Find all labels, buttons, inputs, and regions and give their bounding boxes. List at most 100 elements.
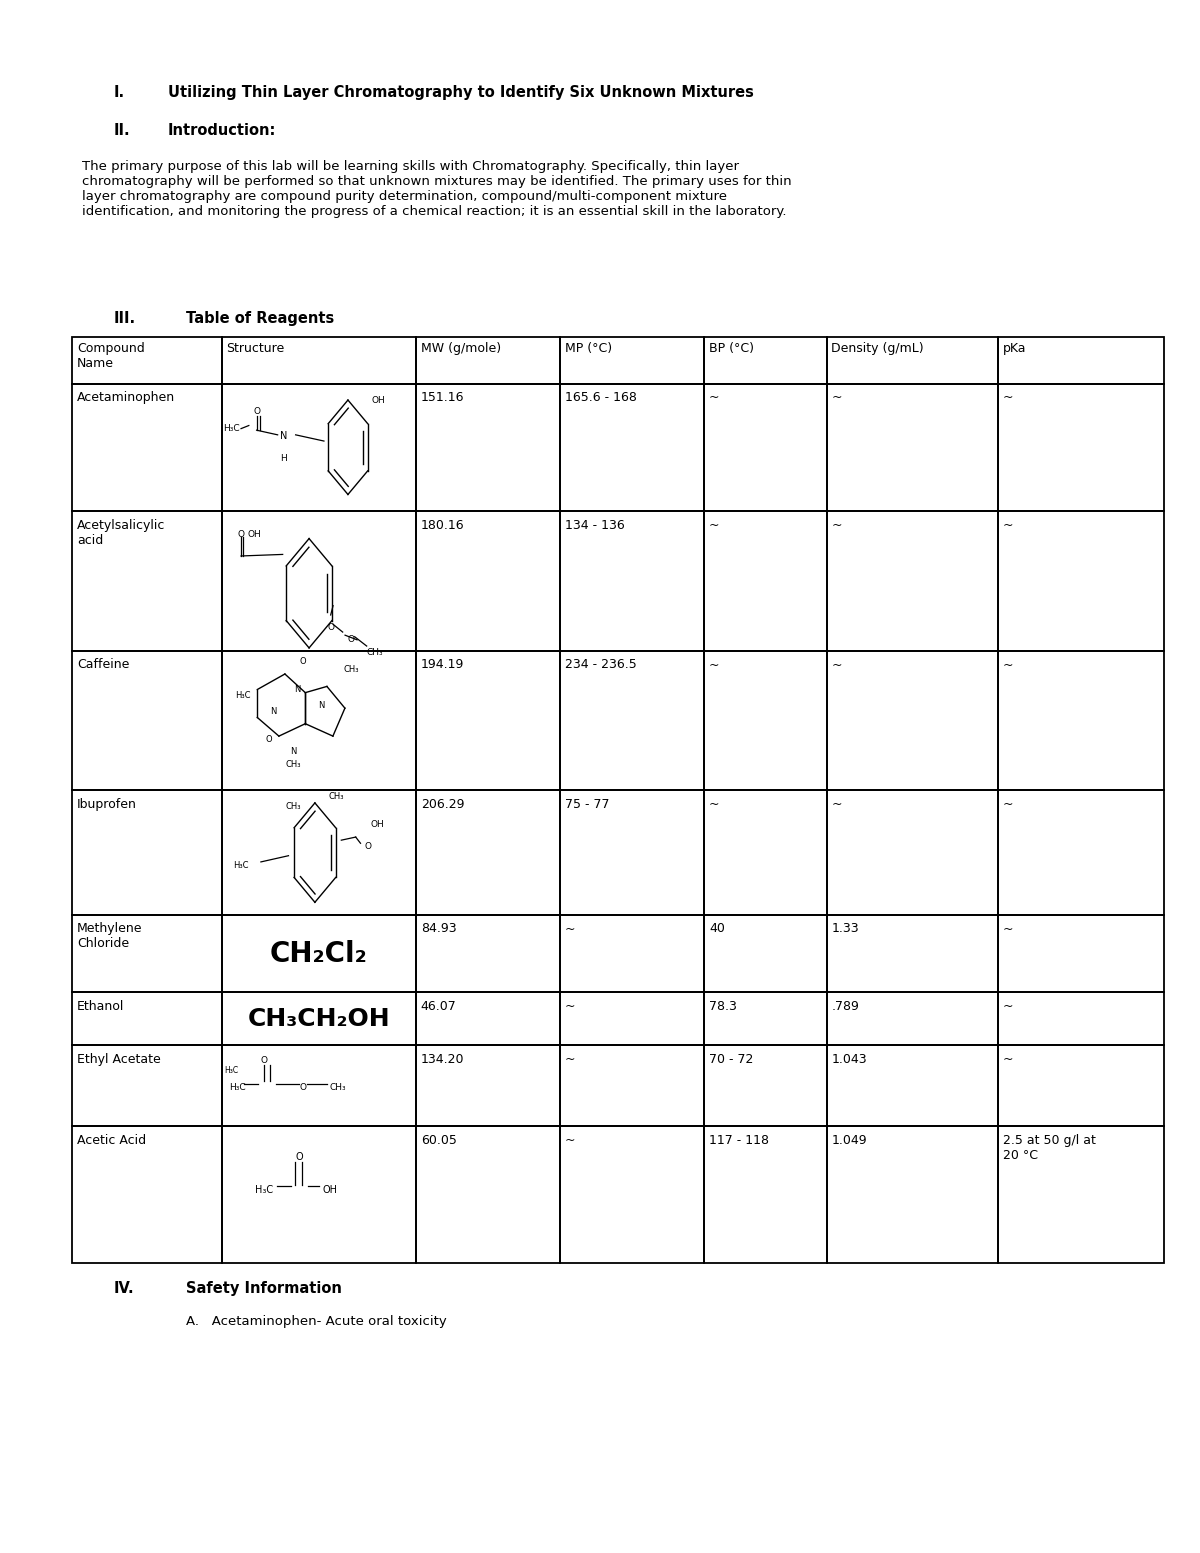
- Bar: [222, 384, 416, 511]
- Bar: [72, 992, 222, 1045]
- Text: ~: ~: [565, 1000, 576, 1013]
- Text: 234 - 236.5: 234 - 236.5: [565, 658, 637, 671]
- Text: H₃C: H₃C: [229, 1082, 246, 1092]
- Bar: [222, 992, 416, 1045]
- Text: ~: ~: [832, 798, 842, 811]
- Text: O: O: [348, 635, 354, 644]
- Bar: [998, 915, 1164, 992]
- Bar: [827, 384, 998, 511]
- Text: IV.: IV.: [114, 1281, 134, 1297]
- Bar: [416, 651, 560, 790]
- Bar: [704, 384, 827, 511]
- Text: 1.043: 1.043: [832, 1053, 866, 1065]
- Text: H₃C: H₃C: [256, 1185, 274, 1194]
- Bar: [704, 1126, 827, 1263]
- Text: 1.049: 1.049: [832, 1134, 866, 1146]
- Text: O: O: [266, 735, 272, 744]
- Text: 151.16: 151.16: [421, 391, 464, 404]
- Bar: [560, 1126, 704, 1263]
- Text: Acetic Acid: Acetic Acid: [77, 1134, 146, 1146]
- Text: N: N: [290, 747, 296, 756]
- Bar: [72, 511, 222, 651]
- Bar: [998, 1045, 1164, 1126]
- Text: ~: ~: [1003, 798, 1013, 811]
- Text: CH₃: CH₃: [367, 648, 383, 657]
- Bar: [704, 992, 827, 1045]
- Text: pKa: pKa: [1003, 342, 1026, 354]
- Text: CH₃: CH₃: [329, 792, 344, 801]
- Bar: [704, 790, 827, 915]
- Text: ~: ~: [709, 658, 720, 671]
- Text: ~: ~: [565, 922, 576, 935]
- Bar: [704, 511, 827, 651]
- Bar: [222, 1045, 416, 1126]
- Text: CH₂Cl₂: CH₂Cl₂: [270, 940, 367, 968]
- Text: OH: OH: [247, 530, 262, 539]
- Bar: [222, 915, 416, 992]
- Bar: [827, 992, 998, 1045]
- Text: ~: ~: [709, 798, 720, 811]
- Text: ~: ~: [832, 519, 842, 531]
- Bar: [222, 511, 416, 651]
- Bar: [560, 915, 704, 992]
- Text: Safety Information: Safety Information: [186, 1281, 342, 1297]
- Text: Ethanol: Ethanol: [77, 1000, 124, 1013]
- Text: 134 - 136: 134 - 136: [565, 519, 625, 531]
- Text: CH₃: CH₃: [343, 665, 359, 674]
- Bar: [998, 337, 1164, 384]
- Text: BP (°C): BP (°C): [709, 342, 754, 354]
- Text: O: O: [300, 657, 306, 666]
- Text: O: O: [300, 1082, 307, 1092]
- Bar: [827, 511, 998, 651]
- Bar: [827, 915, 998, 992]
- Bar: [416, 992, 560, 1045]
- Bar: [560, 790, 704, 915]
- Text: O: O: [260, 1056, 268, 1065]
- Bar: [704, 651, 827, 790]
- Text: ~: ~: [1003, 1053, 1013, 1065]
- Bar: [827, 337, 998, 384]
- Bar: [827, 790, 998, 915]
- Text: Acetaminophen: Acetaminophen: [77, 391, 175, 404]
- Text: ~: ~: [832, 658, 842, 671]
- Text: ~: ~: [709, 519, 720, 531]
- Text: H₃C: H₃C: [223, 424, 240, 433]
- Text: A.   Acetaminophen- Acute oral toxicity: A. Acetaminophen- Acute oral toxicity: [186, 1315, 446, 1328]
- Text: 117 - 118: 117 - 118: [709, 1134, 769, 1146]
- Text: MP (°C): MP (°C): [565, 342, 612, 354]
- Text: N: N: [318, 700, 324, 710]
- Bar: [72, 915, 222, 992]
- Text: N: N: [294, 685, 300, 694]
- Text: ~: ~: [1003, 1000, 1013, 1013]
- Text: Methylene
Chloride: Methylene Chloride: [77, 922, 143, 950]
- Text: N: N: [280, 432, 287, 441]
- Bar: [998, 992, 1164, 1045]
- Text: H₃C: H₃C: [235, 691, 251, 700]
- Bar: [222, 337, 416, 384]
- Bar: [416, 337, 560, 384]
- Text: Ibuprofen: Ibuprofen: [77, 798, 137, 811]
- Bar: [704, 1045, 827, 1126]
- Text: O: O: [328, 623, 334, 632]
- Text: CH₃: CH₃: [286, 801, 301, 811]
- Bar: [222, 651, 416, 790]
- Text: ~: ~: [832, 391, 842, 404]
- Text: OH: OH: [371, 820, 384, 829]
- Text: 194.19: 194.19: [421, 658, 464, 671]
- Bar: [998, 790, 1164, 915]
- Text: Acetylsalicylic
acid: Acetylsalicylic acid: [77, 519, 166, 547]
- Text: II.: II.: [114, 123, 131, 138]
- Bar: [560, 337, 704, 384]
- Text: Compound
Name: Compound Name: [77, 342, 144, 370]
- Bar: [222, 1126, 416, 1263]
- Bar: [704, 337, 827, 384]
- Bar: [560, 651, 704, 790]
- Bar: [998, 511, 1164, 651]
- Text: CH₃CH₂OH: CH₃CH₂OH: [247, 1006, 390, 1031]
- Text: ~: ~: [565, 1053, 576, 1065]
- Text: .789: .789: [832, 1000, 859, 1013]
- Text: Table of Reagents: Table of Reagents: [186, 311, 335, 326]
- Text: ~: ~: [1003, 658, 1013, 671]
- Bar: [560, 511, 704, 651]
- Bar: [416, 1045, 560, 1126]
